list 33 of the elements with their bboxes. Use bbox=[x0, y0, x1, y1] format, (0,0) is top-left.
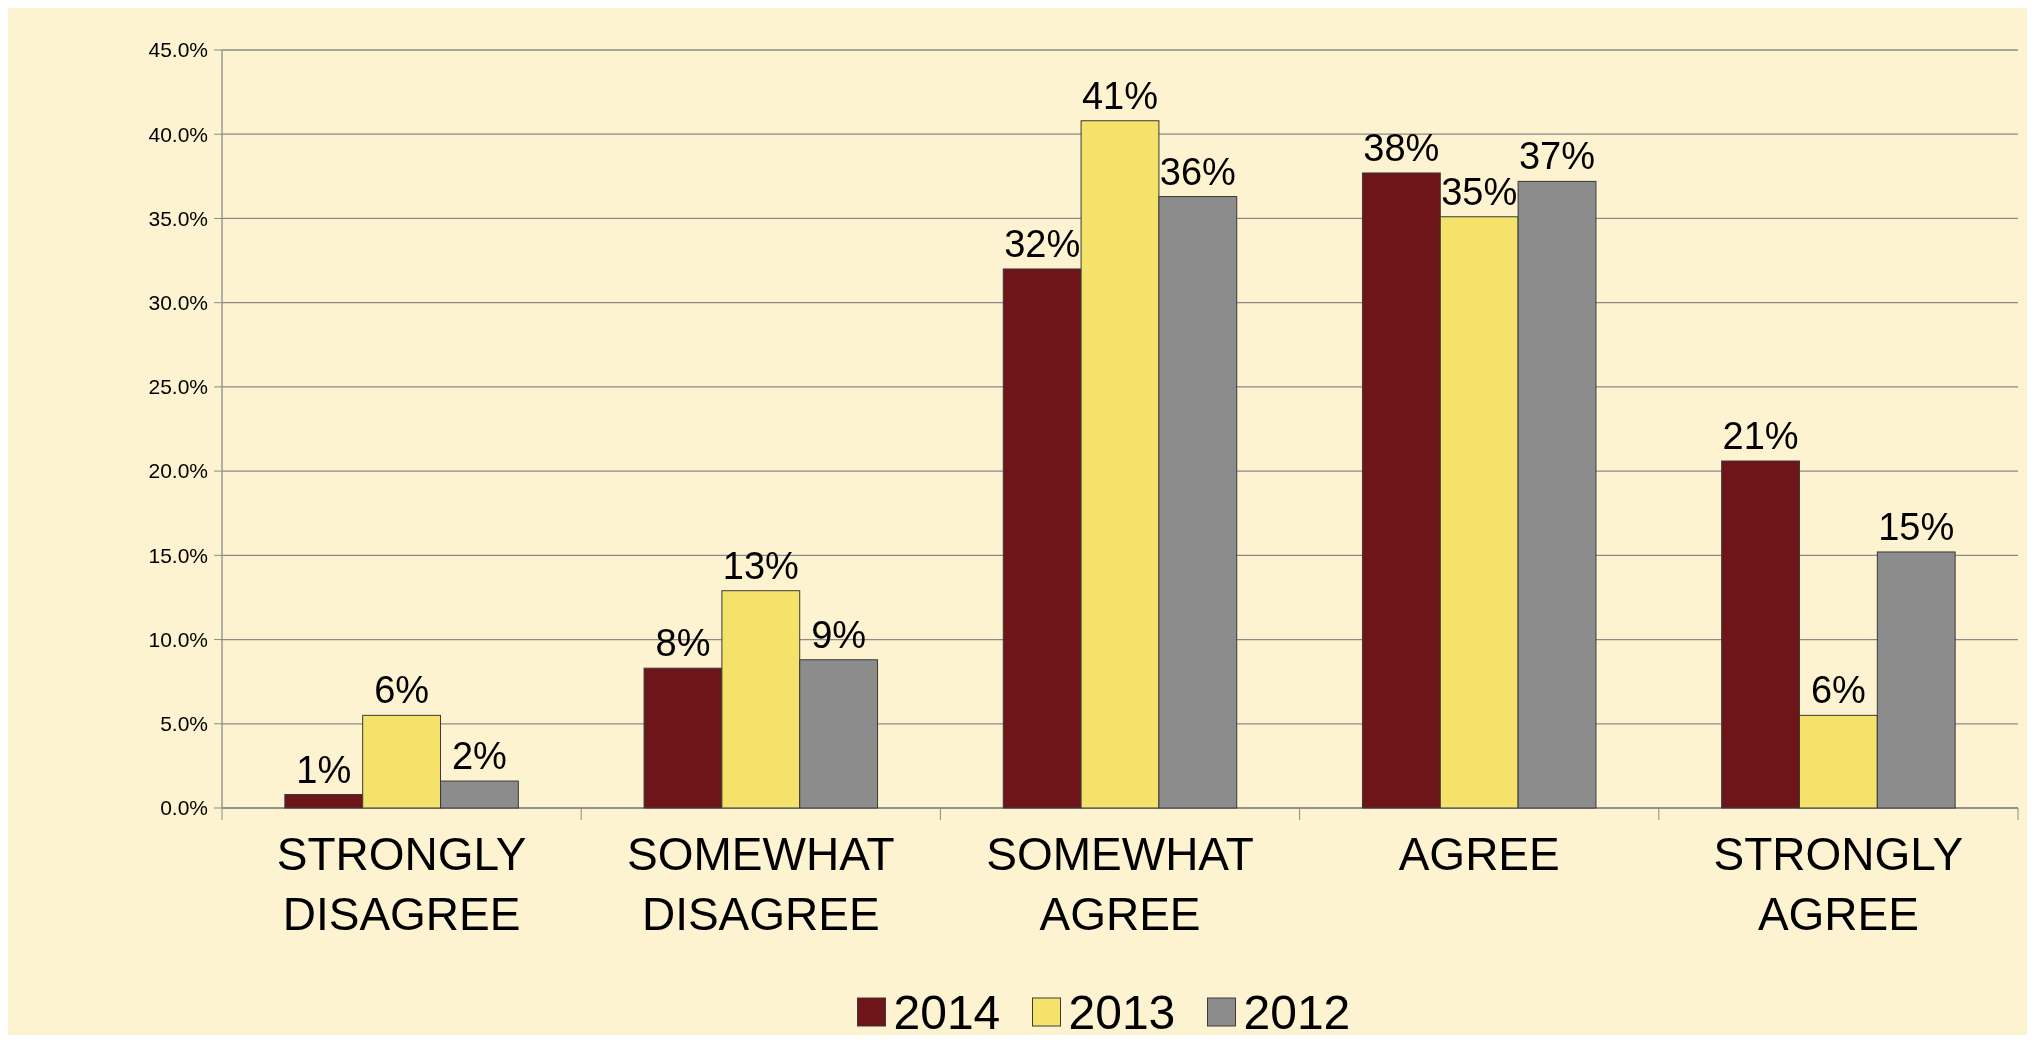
data-label: 21% bbox=[1722, 415, 1799, 457]
legend-label: 2013 bbox=[1068, 985, 1176, 1039]
y-tick-label: 35.0% bbox=[148, 206, 208, 230]
data-label: 35% bbox=[1441, 170, 1518, 213]
legend-label: 2012 bbox=[1243, 985, 1351, 1039]
y-tick-label: 0.0% bbox=[160, 796, 208, 820]
y-tick-label: 15.0% bbox=[148, 543, 208, 567]
y-tick-label: 5.0% bbox=[160, 712, 208, 736]
data-label: 8% bbox=[655, 622, 711, 665]
data-label: 9% bbox=[811, 613, 867, 656]
data-label: 6% bbox=[374, 669, 430, 712]
legend-label: 2014 bbox=[893, 985, 1001, 1039]
data-label: 36% bbox=[1159, 150, 1236, 193]
data-label: 15% bbox=[1878, 505, 1955, 548]
y-tick-label: 30.0% bbox=[148, 291, 208, 315]
data-label: 13% bbox=[722, 544, 799, 587]
y-tick-label: 45.0% bbox=[148, 38, 208, 62]
data-label: 6% bbox=[1810, 669, 1866, 712]
data-label: 2% bbox=[451, 735, 507, 778]
x-tick-label: SOMEWHAT AGREE bbox=[986, 828, 1254, 940]
x-tick-label: AGREE bbox=[1398, 828, 1560, 880]
y-tick-label: 20.0% bbox=[148, 459, 208, 483]
x-tick-label: SOMEWHAT DISAGREE bbox=[627, 828, 895, 940]
x-tick-label: STRONGLY DISAGREE bbox=[276, 828, 527, 940]
data-label: 41% bbox=[1081, 74, 1159, 117]
y-tick-label: 40.0% bbox=[148, 122, 208, 146]
y-tick-label: 25.0% bbox=[148, 375, 208, 399]
data-label: 38% bbox=[1363, 126, 1440, 169]
y-tick-label: 10.0% bbox=[148, 627, 208, 651]
data-label: 37% bbox=[1519, 135, 1596, 178]
data-label: 32% bbox=[1004, 222, 1081, 265]
x-tick-label: STRONGLY AGREE bbox=[1713, 828, 1964, 940]
data-label: 1% bbox=[296, 748, 352, 791]
